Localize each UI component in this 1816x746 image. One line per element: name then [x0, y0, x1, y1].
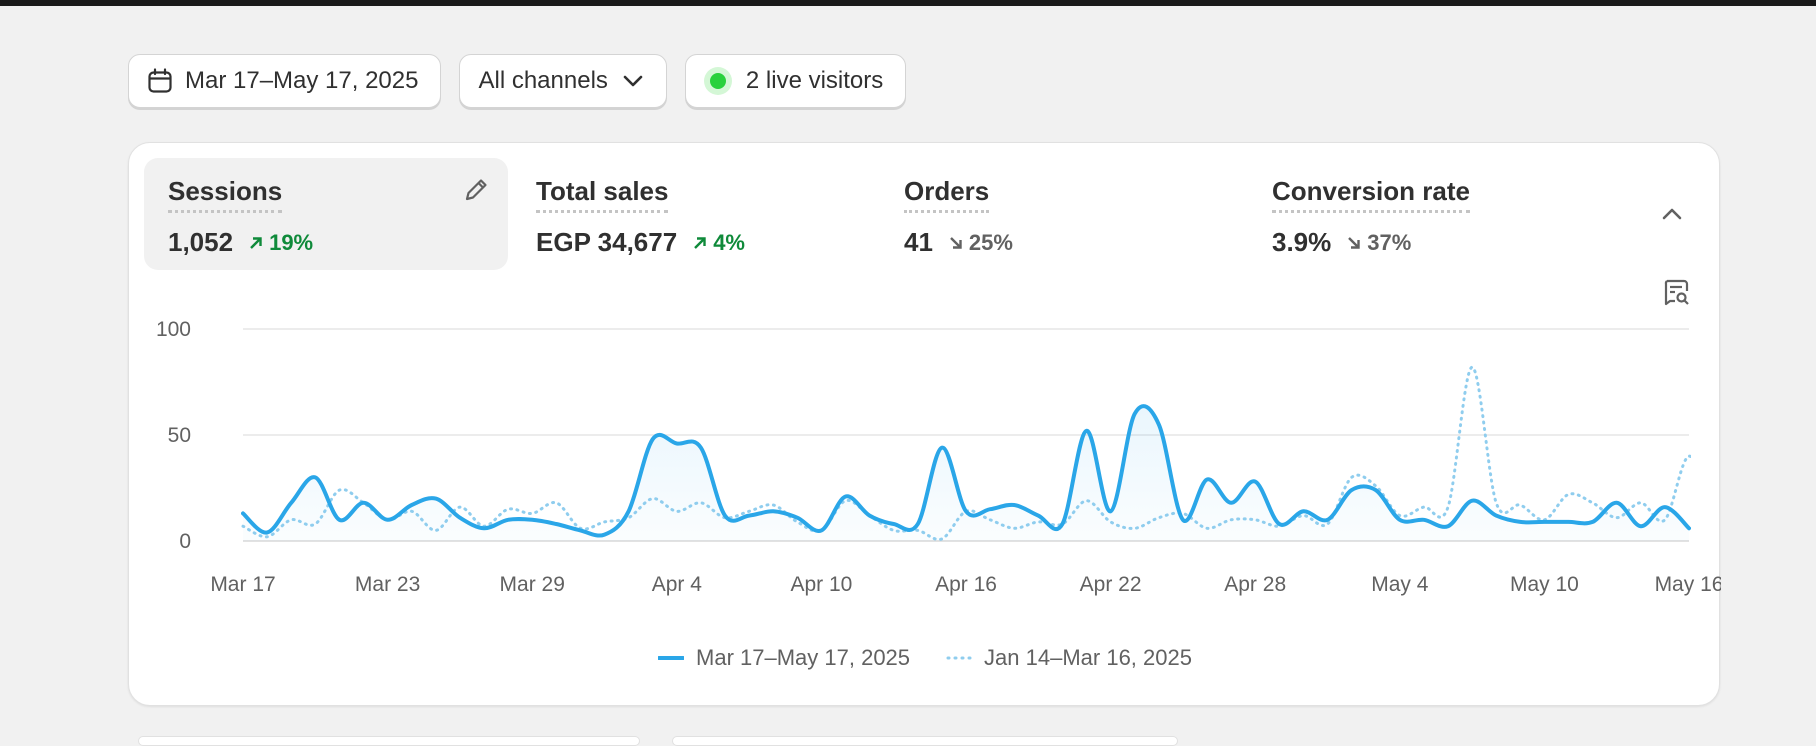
- legend-item-current[interactable]: Mar 17–May 17, 2025: [658, 645, 910, 671]
- legend-label: Jan 14–Mar 16, 2025: [984, 645, 1192, 671]
- calendar-icon: [147, 68, 173, 94]
- chevron-down-icon: [622, 74, 644, 88]
- analytics-card: Sessions 1,052 19% Total sales EGP 34,67…: [128, 142, 1720, 706]
- y-tick-label: 50: [168, 424, 191, 447]
- legend-label: Mar 17–May 17, 2025: [696, 645, 910, 671]
- chart-legend: Mar 17–May 17, 2025 Jan 14–Mar 16, 2025: [129, 645, 1721, 671]
- legend-dotted-line: [946, 655, 972, 661]
- legend-item-comparison[interactable]: Jan 14–Mar 16, 2025: [946, 645, 1192, 671]
- x-tick-label: Apr 4: [652, 573, 703, 596]
- channel-select[interactable]: All channels: [459, 54, 666, 108]
- y-tick-label: 0: [179, 530, 191, 553]
- x-tick-label: Apr 16: [935, 573, 997, 596]
- date-range-label: Mar 17–May 17, 2025: [185, 67, 418, 95]
- legend-solid-line: [658, 655, 684, 661]
- x-tick-label: Apr 10: [790, 573, 852, 596]
- x-tick-label: May 10: [1510, 573, 1579, 596]
- series-area-current: [243, 406, 1689, 541]
- next-card-stub: [672, 736, 1178, 746]
- x-tick-label: Mar 17: [210, 573, 275, 596]
- x-tick-label: Apr 28: [1224, 573, 1286, 596]
- x-tick-label: May 4: [1371, 573, 1429, 596]
- live-dot-icon: [704, 67, 732, 95]
- filter-bar: Mar 17–May 17, 2025 All channels 2 live …: [128, 54, 906, 108]
- top-bar: [0, 0, 1816, 6]
- live-visitors-label: 2 live visitors: [746, 67, 883, 95]
- x-tick-label: May 16: [1655, 573, 1721, 596]
- live-visitors-button[interactable]: 2 live visitors: [685, 54, 906, 108]
- x-tick-label: Apr 22: [1080, 573, 1142, 596]
- x-tick-label: Mar 29: [500, 573, 565, 596]
- date-range-button[interactable]: Mar 17–May 17, 2025: [128, 54, 441, 108]
- channel-label: All channels: [478, 67, 607, 95]
- next-card-stub: [138, 736, 640, 746]
- x-tick-label: Mar 23: [355, 573, 420, 596]
- sessions-chart[interactable]: 0 50 100 Mar 17 Mar 23 Mar 29 Apr 4 Apr 10 Apr 1…: [129, 143, 1721, 623]
- y-tick-label: 100: [156, 318, 191, 341]
